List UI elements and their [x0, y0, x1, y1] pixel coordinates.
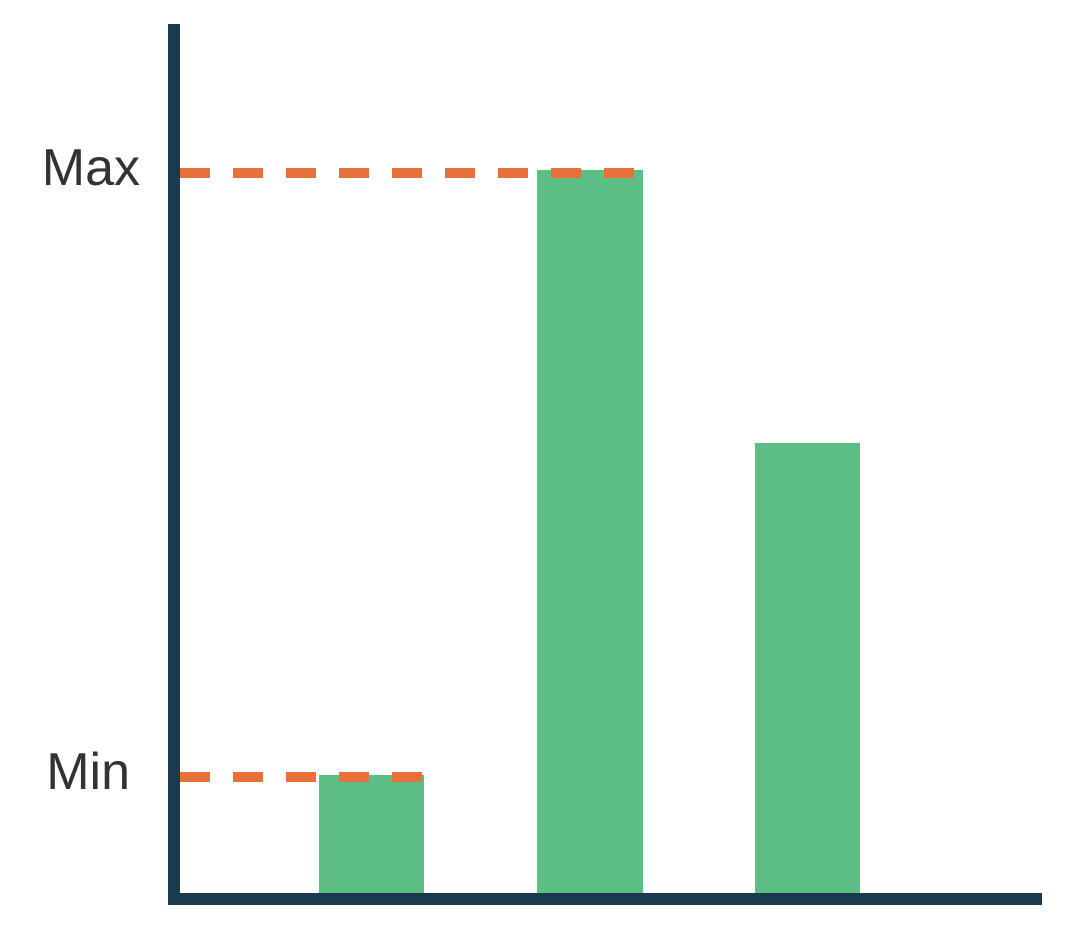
min-axis-label: Min [46, 743, 130, 801]
bar-2 [537, 170, 643, 893]
bar-1 [319, 775, 424, 893]
y-axis [168, 24, 180, 905]
max-threshold-line [180, 168, 645, 178]
bar-3 [755, 443, 860, 893]
x-axis [168, 893, 1042, 905]
max-axis-label: Max [41, 139, 140, 197]
min-threshold-line [180, 772, 427, 782]
